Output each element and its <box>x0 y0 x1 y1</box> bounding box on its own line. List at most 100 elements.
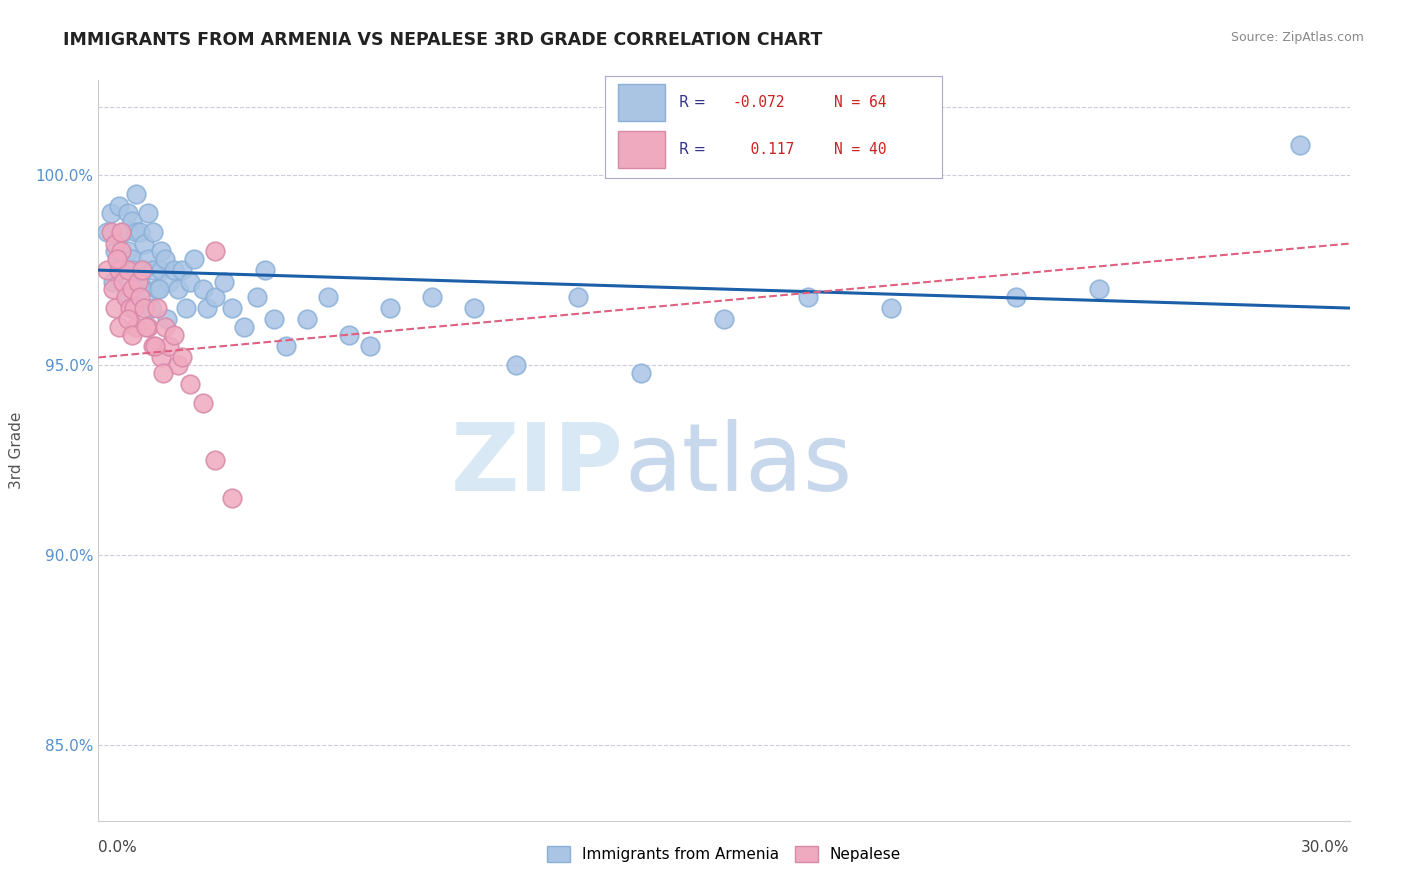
Text: N = 64: N = 64 <box>834 95 887 110</box>
Text: 30.0%: 30.0% <box>1302 839 1350 855</box>
Point <box>104 244 127 259</box>
Point <box>108 198 131 212</box>
Point <box>117 244 139 259</box>
Point <box>274 339 298 353</box>
Point <box>117 206 139 220</box>
Point <box>143 339 166 353</box>
Point <box>148 282 170 296</box>
Y-axis label: 3rd Grade: 3rd Grade <box>10 412 24 489</box>
Point <box>204 290 226 304</box>
Point <box>139 301 162 315</box>
Point <box>135 320 157 334</box>
Point <box>1088 282 1111 296</box>
Point <box>150 244 173 259</box>
Point <box>142 263 165 277</box>
Point <box>316 290 339 304</box>
Point <box>212 275 235 289</box>
Point <box>191 396 214 410</box>
Point <box>880 301 903 315</box>
Point <box>117 312 139 326</box>
Text: -0.072: -0.072 <box>733 95 786 110</box>
Point <box>183 252 205 266</box>
Point <box>295 312 318 326</box>
Point <box>108 263 131 277</box>
Point <box>104 236 127 251</box>
Point <box>138 252 160 266</box>
Point <box>170 263 193 277</box>
Text: R =: R = <box>679 142 710 157</box>
Text: R =: R = <box>679 95 710 110</box>
Point <box>101 282 124 296</box>
Text: N = 40: N = 40 <box>834 142 887 157</box>
Point <box>713 312 735 326</box>
Point <box>150 263 173 277</box>
Point <box>129 225 152 239</box>
Point <box>104 301 127 315</box>
Point <box>380 301 402 315</box>
Point <box>157 275 180 289</box>
Point <box>114 290 136 304</box>
Point <box>96 263 118 277</box>
Point <box>152 366 174 380</box>
Point <box>153 252 176 266</box>
Text: 0.117: 0.117 <box>733 142 794 157</box>
Legend: Immigrants from Armenia, Nepalese: Immigrants from Armenia, Nepalese <box>541 840 907 869</box>
Point <box>101 275 124 289</box>
Point <box>121 327 143 342</box>
Point <box>125 187 148 202</box>
Point <box>134 236 156 251</box>
Point <box>108 263 131 277</box>
Point <box>162 263 184 277</box>
Point <box>122 301 145 315</box>
Point <box>110 244 132 259</box>
Text: IMMIGRANTS FROM ARMENIA VS NEPALESE 3RD GRADE CORRELATION CHART: IMMIGRANTS FROM ARMENIA VS NEPALESE 3RD … <box>63 31 823 49</box>
Point <box>125 225 148 239</box>
Point <box>174 301 197 315</box>
Point <box>179 275 201 289</box>
Point <box>134 263 156 277</box>
Point <box>162 327 184 342</box>
Point <box>129 275 152 289</box>
Point <box>146 301 169 315</box>
Point <box>221 491 243 505</box>
Point <box>179 377 201 392</box>
Point <box>233 320 256 334</box>
Text: ZIP: ZIP <box>451 419 624 511</box>
Point <box>150 351 173 365</box>
Point <box>204 453 226 467</box>
Point <box>125 320 148 334</box>
Point <box>1005 290 1028 304</box>
Point <box>463 301 485 315</box>
Point <box>114 290 136 304</box>
Point <box>156 312 179 326</box>
Point <box>112 275 135 289</box>
Point <box>129 290 152 304</box>
Bar <box>619 84 665 121</box>
Point <box>105 252 128 266</box>
Point <box>505 358 527 372</box>
Point <box>153 320 176 334</box>
Bar <box>619 131 665 168</box>
Point <box>131 263 153 277</box>
Point <box>254 263 277 277</box>
Point <box>1288 137 1310 152</box>
Point <box>146 282 169 296</box>
Point <box>110 225 132 239</box>
Point <box>142 225 165 239</box>
Point <box>108 320 131 334</box>
Point <box>122 263 145 277</box>
Point <box>112 225 135 239</box>
Point <box>117 263 139 277</box>
Point <box>567 290 589 304</box>
Point <box>121 282 143 296</box>
Point <box>337 327 360 342</box>
Point <box>191 282 214 296</box>
Point <box>157 339 180 353</box>
Point <box>630 366 652 380</box>
Point <box>121 252 143 266</box>
Point <box>138 206 160 220</box>
Text: 0.0%: 0.0% <box>98 839 138 855</box>
Point <box>221 301 243 315</box>
Point <box>100 225 122 239</box>
Point <box>246 290 269 304</box>
